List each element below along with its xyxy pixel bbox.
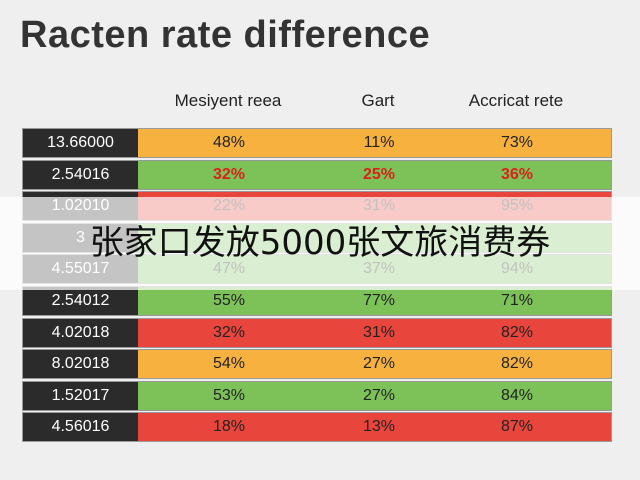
column-header: Mesiyent reea <box>174 91 282 110</box>
cell: 11% <box>363 134 395 151</box>
cell: 48% <box>212 134 246 151</box>
table-row: 2.54016 32% 25% 36% <box>22 159 612 190</box>
cell: 71% <box>500 291 534 309</box>
table-row: 1.52017 53% 27% 84% <box>22 380 612 411</box>
cell: 84% <box>500 386 534 404</box>
row-label: 8.02018 <box>23 350 138 379</box>
row-label: 2.54016 <box>23 160 138 189</box>
title: Racten rate difference <box>20 14 431 56</box>
table-row: 8.02018 54% 27% 82% <box>22 349 612 380</box>
cell: 13% <box>362 418 396 436</box>
column-header: Gart <box>361 91 395 110</box>
cell: 25% <box>362 165 396 183</box>
row-label: 2.54012 <box>23 286 138 315</box>
cell: 87% <box>500 418 534 436</box>
row-label: 1.52017 <box>23 381 138 410</box>
column-header: Accricat rete <box>468 91 564 110</box>
cell: 27% <box>362 386 396 404</box>
cell: 73% <box>500 134 534 151</box>
table-row: 2.54012 55% 77% 71% <box>22 285 612 316</box>
row-label: 4.02018 <box>23 318 138 347</box>
cell: 82% <box>500 323 534 341</box>
cell: 55% <box>212 291 246 309</box>
table-row: 4.56016 18% 13% 87% <box>22 412 612 443</box>
cell: 77% <box>362 291 396 309</box>
cell: 54% <box>212 355 246 373</box>
cell: 27% <box>362 355 396 373</box>
row-label: 13.66000 <box>23 129 138 157</box>
banner: 张家口发放5000张文旅消费券 <box>0 197 640 290</box>
cell: 53% <box>212 386 246 404</box>
table-row: 13.66000 48% 11% 73% <box>22 128 612 158</box>
cell: 82% <box>500 355 534 373</box>
cell: 32% <box>212 165 246 183</box>
cell: 31% <box>362 323 396 341</box>
cell: 32% <box>212 323 246 341</box>
cell: 36% <box>500 165 534 183</box>
row-label: 4.56016 <box>23 413 138 442</box>
cell: 18% <box>212 418 246 436</box>
table-row: 4.02018 32% 31% 82% <box>22 317 612 348</box>
